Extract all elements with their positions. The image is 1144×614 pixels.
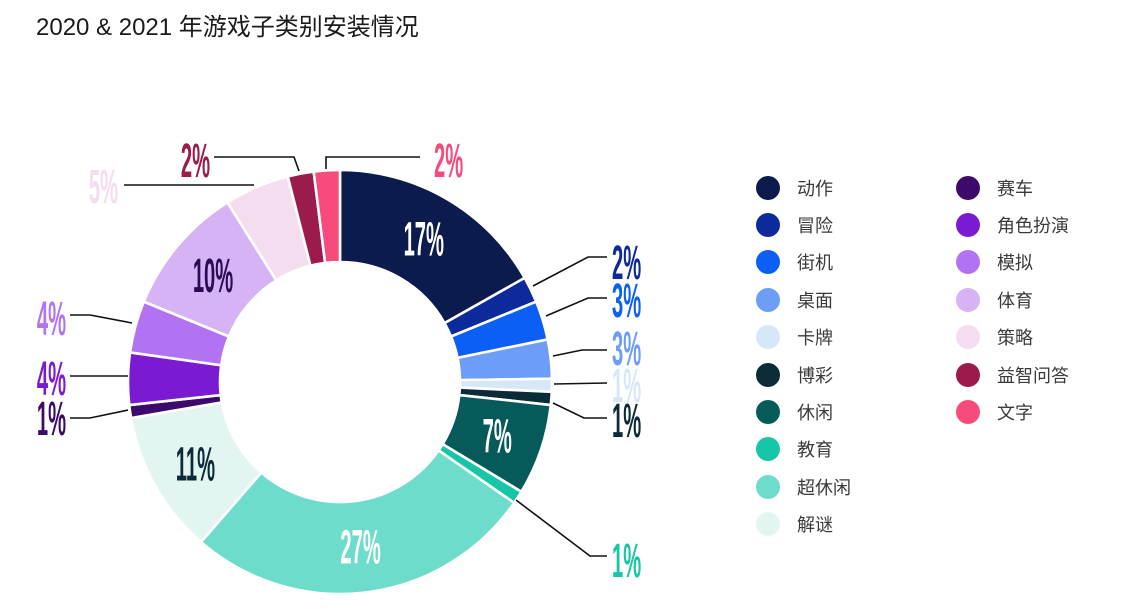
data-label: 27% [340,521,380,574]
data-labels: 17% 2%3%3%1%1%7%1%27%11%1%4%4%10%5% 2% 2% [37,134,641,587]
legend-item: 益智问答 [956,356,1136,393]
legend-swatch [756,250,780,275]
legend-label: 超休闲 [797,477,851,498]
data-label: 2% [181,134,210,187]
data-label: 17% [404,213,444,266]
legend-label: 博彩 [797,365,833,386]
legend-label: 模拟 [997,253,1033,274]
legend-swatch [756,325,780,350]
leader-line [70,409,129,419]
legend-swatch [756,287,780,312]
legend-label: 文字 [997,403,1033,424]
legend-swatch [956,287,980,312]
legend-swatch [956,175,980,200]
legend-label: 解谜 [797,515,833,536]
legend-item: 博彩 [756,356,956,393]
leader-line [545,297,607,317]
legend-item: 体育 [956,281,1136,318]
legend-item: 角色扮演 [956,206,1136,243]
donut-chart: 17% 2%3%3%1%1%7%1%27%11%1%4%4%10%5% 2% 2% [37,134,641,596]
legend-swatch [756,474,780,499]
data-label: 2% [612,236,641,289]
leader-line [214,156,300,172]
data-label: 1% [612,394,641,447]
legend-label: 益智问答 [997,365,1069,386]
leader-line [552,402,607,419]
legend-item: 超休闲 [756,468,956,505]
legend-swatch [956,325,980,350]
data-label: 11% [176,437,215,490]
leader-line [325,156,420,169]
data-label: 5% [89,160,118,213]
legend-item: 教育 [756,431,956,468]
leader-line [515,499,607,557]
data-label: 7% [483,409,512,462]
chart-title: 2020 & 2021 年游戏子类别安装情况 [36,14,419,41]
legend: 动作冒险街机桌面卡牌博彩休闲教育超休闲解谜 赛车角色扮演模拟体育策略益智问答文字 [756,169,1136,543]
legend-label: 桌面 [797,290,833,311]
data-label: 1% [37,392,66,445]
legend-label: 休闲 [797,403,833,424]
data-label: 2% [434,134,463,187]
leader-line [70,314,133,324]
legend-label: 动作 [797,178,833,199]
legend-swatch [756,213,780,238]
donut-slice [338,168,527,325]
legend-swatch [756,437,780,462]
legend-item: 街机 [756,244,956,281]
legend-item: 休闲 [756,393,956,430]
donut-slice [199,448,516,596]
legend-label: 体育 [997,290,1033,311]
data-label: 3% [612,274,641,327]
legend-item: 模拟 [956,244,1136,281]
data-label: 1% [612,534,641,587]
legend-swatch [756,400,780,425]
legend-swatch [956,213,980,238]
leader-line [553,382,608,385]
leader-line [552,349,607,357]
legend-label: 冒险 [797,216,833,237]
legend-label: 卡牌 [797,328,833,349]
data-label: 4% [37,292,66,345]
legend-swatch [756,512,780,537]
legend-item: 卡牌 [756,319,956,356]
legend-item: 策略 [956,319,1136,356]
data-label: 3% [612,322,641,375]
legend-item: 解谜 [756,506,956,543]
legend-label: 策略 [997,328,1033,349]
legend-swatch [956,400,980,425]
legend-swatch [956,362,980,387]
legend-item: 文字 [956,393,1136,430]
legend-label: 街机 [797,253,833,274]
legend-swatch [756,362,780,387]
legend-label: 教育 [797,440,833,461]
legend-label: 角色扮演 [997,216,1069,237]
data-label: 1% [612,359,641,412]
legend-item: 冒险 [756,206,956,243]
legend-item: 桌面 [756,281,956,318]
legend-swatch [956,250,980,275]
legend-label: 赛车 [997,178,1033,199]
legend-item: 赛车 [956,169,1136,206]
legend-swatch [756,175,780,200]
leader-line [532,256,607,287]
data-label: 4% [37,352,66,405]
legend-item: 动作 [756,169,956,206]
donut-slices [126,168,554,596]
leader-lines [70,156,608,557]
data-label: 10% [193,249,233,302]
donut-slice [312,168,342,265]
